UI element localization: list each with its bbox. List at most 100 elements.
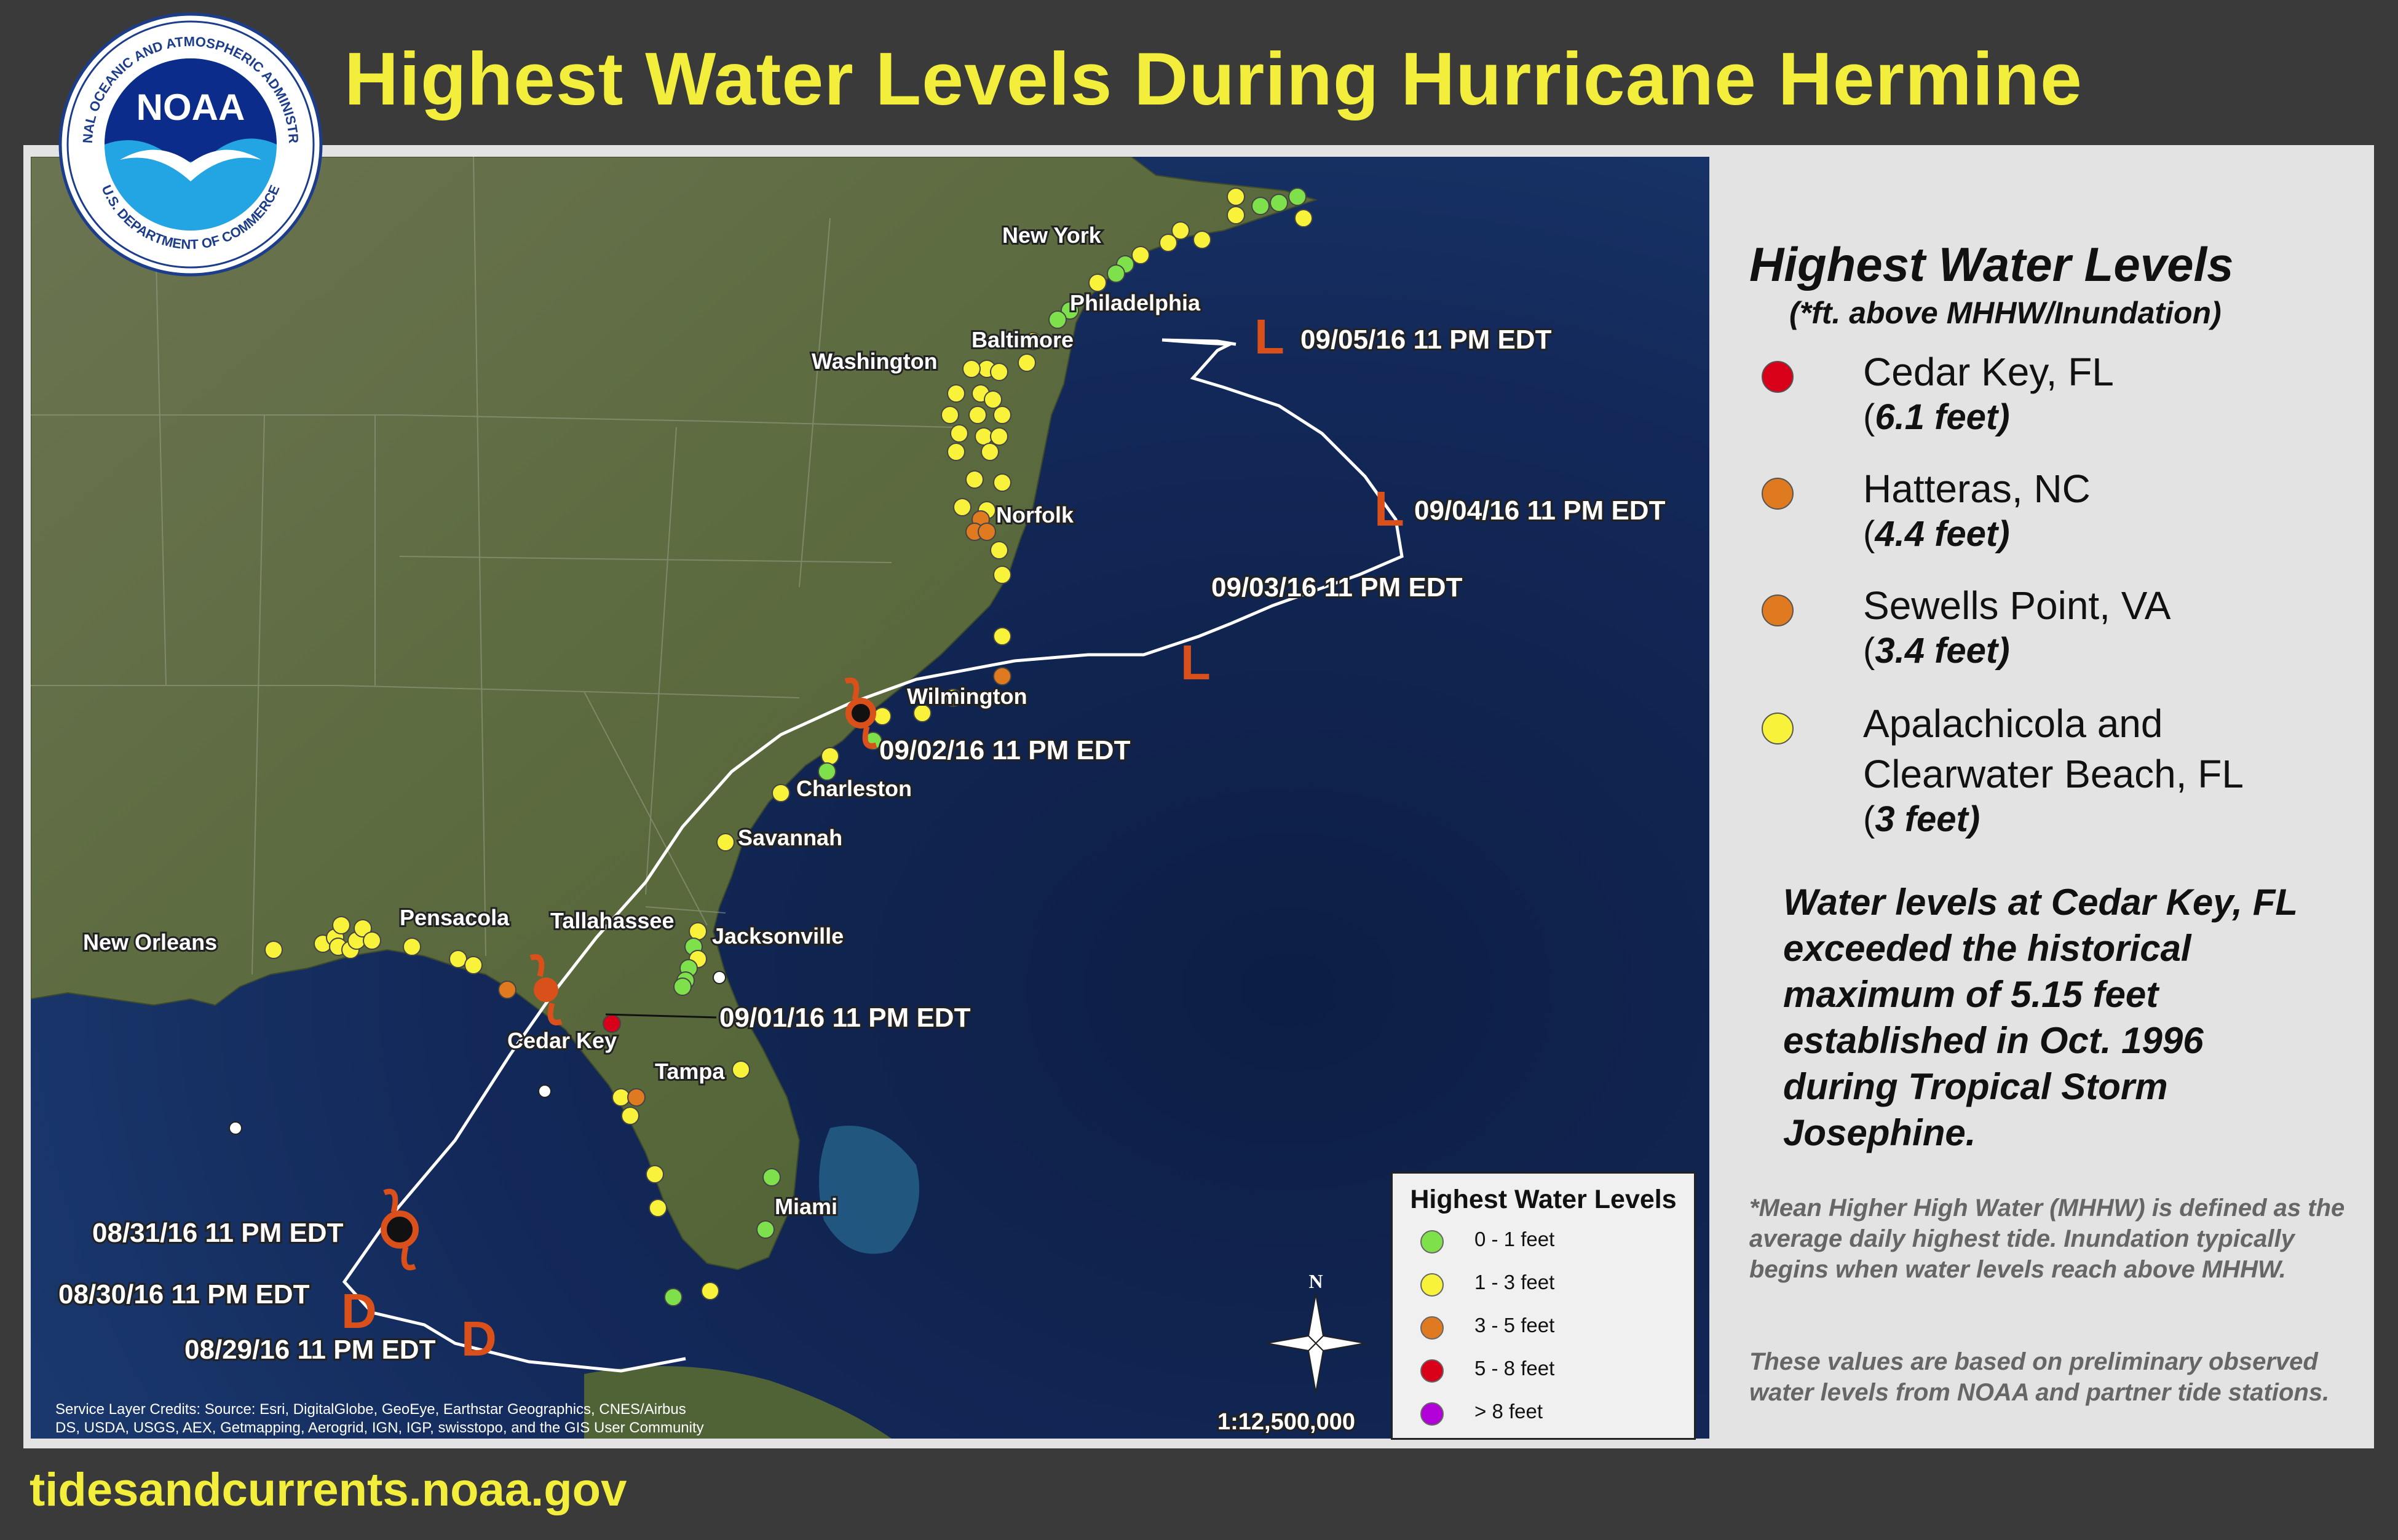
- station-dot[interactable]: [1227, 188, 1245, 206]
- station-dot[interactable]: [1088, 274, 1107, 292]
- station-dot[interactable]: [1288, 188, 1307, 206]
- station-dot[interactable]: [993, 406, 1011, 424]
- station-dot[interactable]: [947, 384, 965, 403]
- station-dot[interactable]: [1294, 209, 1313, 227]
- record-value: (6.1 feet): [1863, 397, 2010, 437]
- legend-title: Highest Water Levels: [1410, 1185, 1677, 1214]
- track-label-0830: 08/30/16 11 PM EDT: [58, 1279, 310, 1309]
- station-dot[interactable]: [1018, 353, 1036, 372]
- station-dot[interactable]: [873, 707, 892, 725]
- station-dot[interactable]: [1227, 206, 1245, 224]
- hurricane-track-map[interactable]: D D L L L New York Philadelphia Baltimor…: [31, 157, 1709, 1439]
- station-dot[interactable]: [962, 360, 981, 378]
- station-dot[interactable]: [1048, 310, 1067, 329]
- station-dot[interactable]: [947, 443, 965, 461]
- station-dot[interactable]: [627, 1088, 646, 1107]
- legend-label: 5 - 8 feet: [1474, 1357, 1555, 1380]
- record-value: (4.4 feet): [1863, 514, 2010, 554]
- record-level-dot: [1762, 361, 1794, 393]
- station-dot[interactable]: [621, 1107, 639, 1125]
- record-level-dot: [1762, 594, 1794, 626]
- station-dot[interactable]: [1024, 332, 1042, 350]
- record-value: (3 feet): [1863, 799, 1981, 839]
- station-dot[interactable]: [332, 916, 350, 934]
- station-dot[interactable]: [403, 938, 421, 956]
- station-dot[interactable]: [689, 922, 707, 941]
- station-dot[interactable]: [941, 406, 959, 424]
- city-markers: [229, 971, 726, 1135]
- legend-swatch: [1420, 1230, 1444, 1254]
- station-dot[interactable]: [984, 390, 1002, 409]
- station-dot[interactable]: [1193, 231, 1211, 249]
- mhhw-footnote: *Mean Higher High Water (MHHW) is define…: [1749, 1194, 2345, 1283]
- station-dot[interactable]: [756, 1220, 775, 1239]
- station-dot[interactable]: [965, 470, 984, 489]
- station-dot[interactable]: [993, 667, 1011, 685]
- storm-symbol-l-0904: L: [1374, 481, 1404, 536]
- station-dot[interactable]: [944, 689, 962, 707]
- station-dot[interactable]: [264, 941, 283, 959]
- footer-url-link[interactable]: tidesandcurrents.noaa.gov: [30, 1464, 627, 1516]
- map-legend: Highest Water Levels 0 - 1 feet 1 - 3 fe…: [1391, 1172, 1696, 1440]
- station-dot[interactable]: [968, 406, 987, 424]
- station-dot[interactable]: [1061, 301, 1079, 320]
- city-label-new-orleans: New Orleans: [83, 930, 217, 955]
- station-dot[interactable]: [1159, 234, 1177, 252]
- station-dot[interactable]: [772, 784, 790, 802]
- station-dot[interactable]: [716, 833, 735, 851]
- station-dot[interactable]: [1131, 246, 1150, 264]
- logo-center-text: NOAA: [137, 87, 245, 128]
- station-dot[interactable]: [646, 1165, 664, 1183]
- city-label-tampa: Tampa: [655, 1059, 725, 1084]
- station-dot[interactable]: [673, 977, 692, 996]
- station-dot[interactable]: [649, 1199, 667, 1217]
- record-location: Hatteras, NC: [1863, 467, 2091, 511]
- station-dot[interactable]: [990, 363, 1008, 381]
- station-dot[interactable]: [950, 424, 968, 443]
- station-dot[interactable]: [953, 498, 971, 516]
- city-label-pensacola: Pensacola: [400, 905, 510, 930]
- station-dot[interactable]: [978, 523, 996, 541]
- bahamas-shallows: [819, 1126, 919, 1254]
- station-dot[interactable]: [664, 1288, 683, 1306]
- station-dot[interactable]: [913, 704, 932, 722]
- station-dot[interactable]: [498, 981, 516, 999]
- station-dot[interactable]: [993, 566, 1011, 584]
- station-dot[interactable]: [612, 1088, 630, 1107]
- city-label-miami: Miami: [775, 1194, 837, 1219]
- station-dot[interactable]: [464, 956, 483, 974]
- station-dot[interactable]: [363, 931, 381, 950]
- station-dot[interactable]: [990, 541, 1008, 559]
- station-dot[interactable]: [732, 1060, 750, 1079]
- city-label-tallahassee: Tallahassee: [550, 908, 674, 933]
- track-label-0903: 09/03/16 11 PM EDT: [1211, 572, 1463, 602]
- track-label-0904: 09/04/16 11 PM EDT: [1414, 496, 1666, 526]
- leader-line: [605, 1013, 717, 1019]
- water-level-stations: [264, 188, 1313, 1306]
- record-level-dot: [1762, 478, 1794, 510]
- city-label-wilmington: Wilmington: [907, 684, 1027, 709]
- station-dot[interactable]: [354, 919, 372, 938]
- station-dot[interactable]: [993, 627, 1011, 646]
- noaa-seagull-logo: NATIONAL OCEANIC AND ATMOSPHERIC ADMINIS…: [58, 12, 323, 277]
- station-dot[interactable]: [449, 950, 467, 968]
- city-labels: New York Philadelphia Baltimore Washingt…: [81, 221, 1203, 1221]
- hurricane-track-line: [342, 338, 1404, 1373]
- storm-symbol-d-0829: D: [461, 1311, 497, 1366]
- station-dot[interactable]: [821, 747, 839, 765]
- hurricane-symbol-0901: [529, 954, 563, 1025]
- station-dot[interactable]: [990, 427, 1008, 446]
- legend-label: 3 - 5 feet: [1474, 1314, 1555, 1337]
- legend-swatch: [1420, 1273, 1444, 1297]
- station-dot[interactable]: [1171, 221, 1190, 240]
- station-dot[interactable]: [762, 1168, 781, 1187]
- hurricane-symbol-0831: [381, 1188, 419, 1271]
- station-dot[interactable]: [1270, 194, 1288, 212]
- station-dot[interactable]: [1251, 197, 1270, 215]
- station-dot[interactable]: [975, 427, 993, 446]
- station-dot[interactable]: [1107, 264, 1125, 283]
- station-dot[interactable]: [993, 473, 1011, 492]
- station-dot[interactable]: [981, 443, 999, 461]
- station-dot[interactable]: [701, 1282, 719, 1300]
- station-dot[interactable]: [818, 762, 836, 781]
